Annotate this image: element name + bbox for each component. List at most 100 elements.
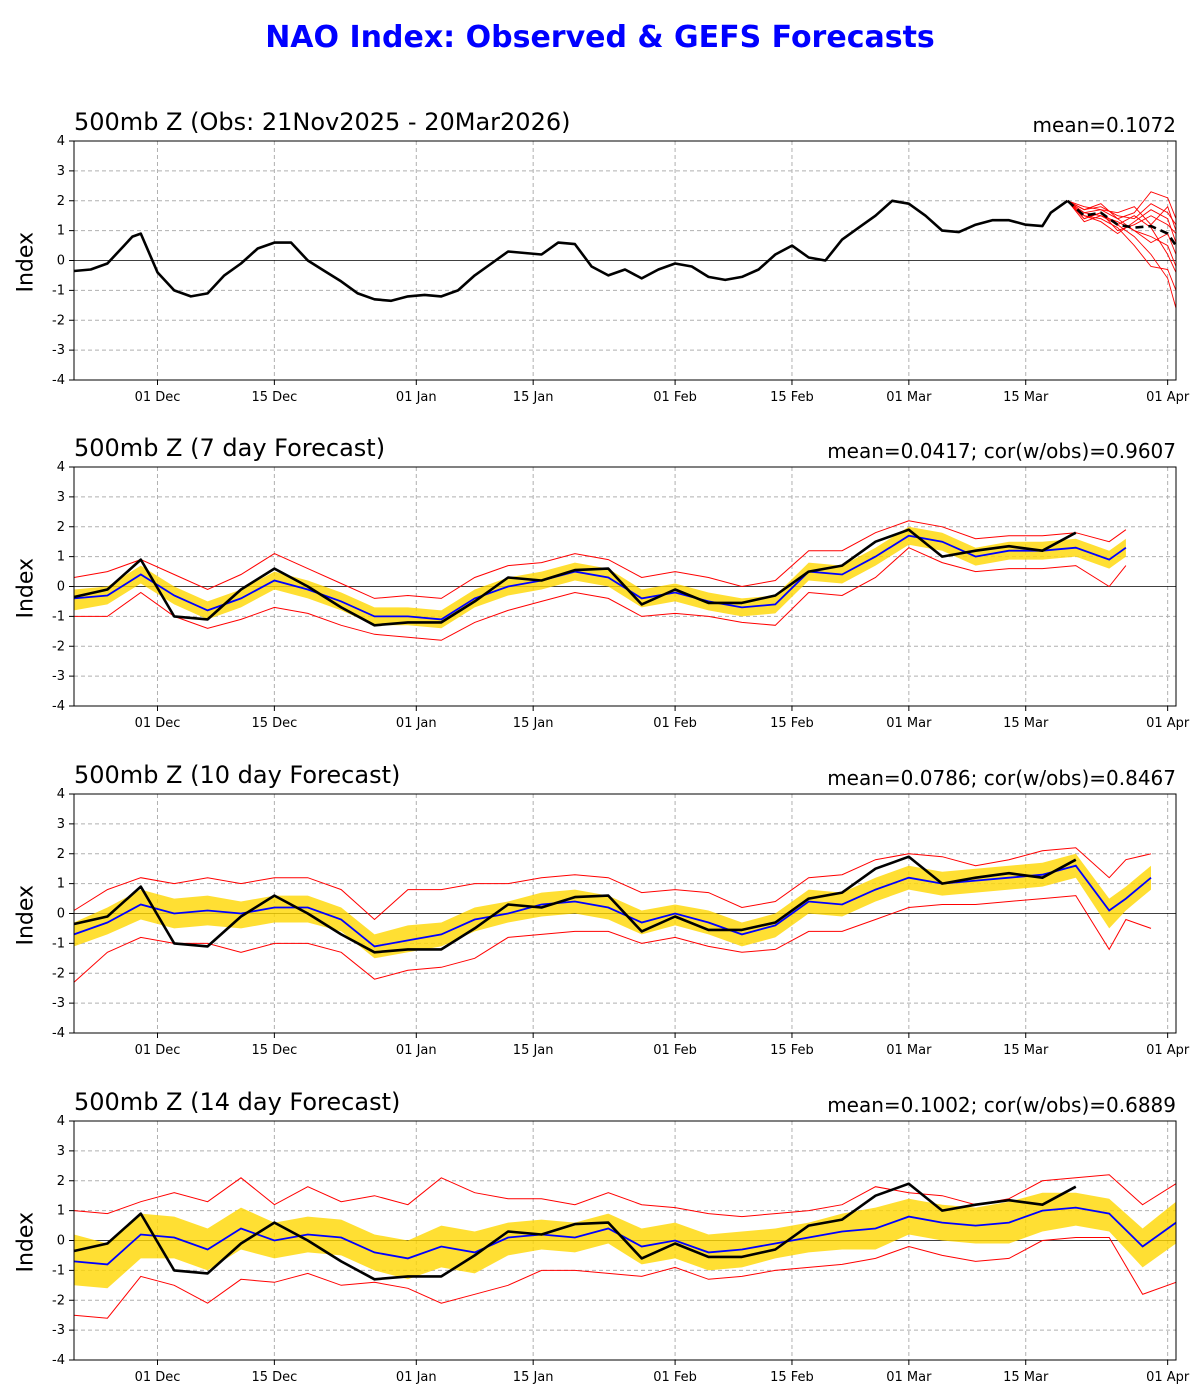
envelope-upper-line (73, 520, 1127, 599)
x-tick-label: 15 Dec (251, 1043, 297, 1058)
plot-area: -4 -3 -2 -1 0 1 2 3 4 01 Dec 15 Dec 01 Jan 15 Jan 01 … (52, 1114, 1190, 1385)
x-tick-label: 01 Dec (135, 1043, 181, 1058)
panel-stats: mean=0.1072 (1032, 113, 1176, 137)
x-tick-label: 01 Mar (886, 1370, 932, 1385)
y-tick-label: 3 (57, 164, 65, 179)
ensemble-member-line (1067, 200, 1177, 231)
y-tick-label: 0 (57, 254, 65, 269)
x-tick-label: 15 Jan (513, 1370, 554, 1385)
plot-area: -4 -3 -2 -1 0 1 2 3 4 01 Dec 15 Dec 01 Jan 15 Jan 01 … (52, 134, 1190, 405)
x-tick-label: 15 Feb (770, 1043, 814, 1058)
x-tick-label: 01 Mar (886, 716, 932, 731)
x-tick-label: 01 Feb (653, 1370, 697, 1385)
ensemble-member-line (1067, 200, 1177, 309)
x-tick-label: 01 Apr (1146, 1043, 1190, 1058)
x-tick-label: 15 Mar (1003, 390, 1049, 405)
panel-stats: mean=0.0786; cor(w/obs)=0.8467 (827, 766, 1176, 790)
y-tick-label: 0 (57, 907, 65, 922)
y-tick-label: 2 (57, 194, 65, 209)
ensemble-member-line (1067, 200, 1177, 243)
spread-band (74, 853, 1151, 959)
envelope-lower-line (73, 1237, 1177, 1319)
x-tick-label: 01 Feb (653, 716, 697, 731)
plot-frame (73, 466, 1177, 707)
x-tick-label: 01 Dec (135, 1370, 181, 1385)
panel-title: 500mb Z (7 day Forecast) (74, 434, 386, 462)
x-tick-label: 01 Mar (886, 1043, 932, 1058)
y-tick-label: -4 (52, 373, 65, 388)
panel-stats: mean=0.1002; cor(w/obs)=0.6889 (827, 1093, 1176, 1117)
observed-line (73, 855, 1077, 954)
panel-14day-forecast: 500mb Z (14 day Forecast) mean=0.1002; c… (0, 1088, 1200, 1388)
y-tick-label: -1 (52, 609, 65, 624)
y-tick-label: 4 (57, 460, 65, 475)
plot-frame (73, 140, 1177, 381)
x-tick-label: 15 Mar (1003, 1043, 1049, 1058)
x-tick-label: 01 Apr (1146, 390, 1190, 405)
observed-line (73, 199, 1069, 303)
x-tick-label: 01 Feb (653, 390, 697, 405)
y-tick-label: -3 (52, 669, 65, 684)
x-tick-label: 01 Apr (1146, 1370, 1190, 1385)
observed-line (73, 528, 1077, 627)
x-tick-label: 15 Dec (251, 390, 297, 405)
y-tick-label: 0 (57, 1234, 65, 1249)
y-tick-label: -3 (52, 343, 65, 358)
panel-10day-forecast: 500mb Z (10 day Forecast) mean=0.0786; c… (0, 761, 1200, 1061)
spread-band (74, 526, 1126, 629)
observed-line (73, 1182, 1077, 1281)
envelope-lower-line (74, 547, 1127, 641)
plot-area: -4 -3 -2 -1 0 1 2 3 4 01 Dec 15 Dec 01 Jan 15 Jan 01 … (52, 787, 1190, 1058)
panel-stats: mean=0.0417; cor(w/obs)=0.9607 (827, 439, 1176, 463)
y-tick-label: 2 (57, 847, 65, 862)
envelope-upper-line (73, 847, 1152, 921)
y-tick-label: -2 (52, 966, 65, 981)
x-tick-label: 15 Mar (1003, 716, 1049, 731)
x-tick-label: 15 Jan (513, 1043, 554, 1058)
x-tick-label: 01 Mar (886, 390, 932, 405)
ensemble-member-line (1067, 200, 1177, 255)
ensemble-member-line (1067, 200, 1177, 291)
x-tick-label: 15 Mar (1003, 1370, 1049, 1385)
y-tick-label: -1 (52, 936, 65, 951)
y-tick-label: 3 (57, 817, 65, 832)
panel-title: 500mb Z (14 day Forecast) (74, 1088, 401, 1116)
x-tick-label: 15 Feb (770, 390, 814, 405)
y-tick-label: 3 (57, 1144, 65, 1159)
x-tick-label: 01 Jan (396, 1370, 437, 1385)
panel-title: 500mb Z (10 day Forecast) (74, 761, 401, 789)
x-tick-label: 01 Dec (135, 716, 181, 731)
panel-observed: 500mb Z (Obs: 21Nov2025 - 20Mar2026) mea… (0, 108, 1200, 408)
plot-area: -4 -3 -2 -1 0 1 2 3 4 01 Dec 15 Dec 01 Jan 15 Jan 01 … (52, 460, 1190, 731)
x-tick-label: 15 Jan (513, 390, 554, 405)
x-tick-label: 15 Dec (251, 1370, 297, 1385)
y-tick-label: 2 (57, 1174, 65, 1189)
y-tick-label: 1 (57, 224, 65, 239)
x-tick-label: 01 Dec (135, 390, 181, 405)
y-tick-label: 4 (57, 134, 65, 149)
y-tick-label: 4 (57, 1114, 65, 1129)
x-tick-label: 01 Jan (396, 390, 437, 405)
x-tick-label: 15 Dec (251, 716, 297, 731)
ensemble-member-line (1067, 191, 1177, 220)
y-tick-label: -2 (52, 639, 65, 654)
x-tick-label: 01 Jan (396, 1043, 437, 1058)
y-tick-label: 2 (57, 520, 65, 535)
envelope-lower-line (73, 895, 1152, 983)
forecast-mean-dashed-line (1066, 199, 1178, 247)
y-tick-label: -4 (52, 1026, 65, 1041)
y-tick-label: -1 (52, 283, 65, 298)
ensemble-member-line (1067, 200, 1177, 273)
ensemble-member-line (1067, 200, 1177, 267)
x-tick-label: 01 Jan (396, 716, 437, 731)
y-tick-label: 1 (57, 550, 65, 565)
x-tick-label: 15 Feb (770, 1370, 814, 1385)
y-tick-label: 1 (57, 1204, 65, 1219)
x-tick-label: 01 Feb (653, 1043, 697, 1058)
x-tick-label: 15 Jan (513, 716, 554, 731)
y-tick-label: -3 (52, 996, 65, 1011)
y-tick-label: 1 (57, 877, 65, 892)
ensemble-member-line (1067, 200, 1177, 225)
y-tick-label: 3 (57, 490, 65, 505)
y-tick-label: -3 (52, 1323, 65, 1338)
